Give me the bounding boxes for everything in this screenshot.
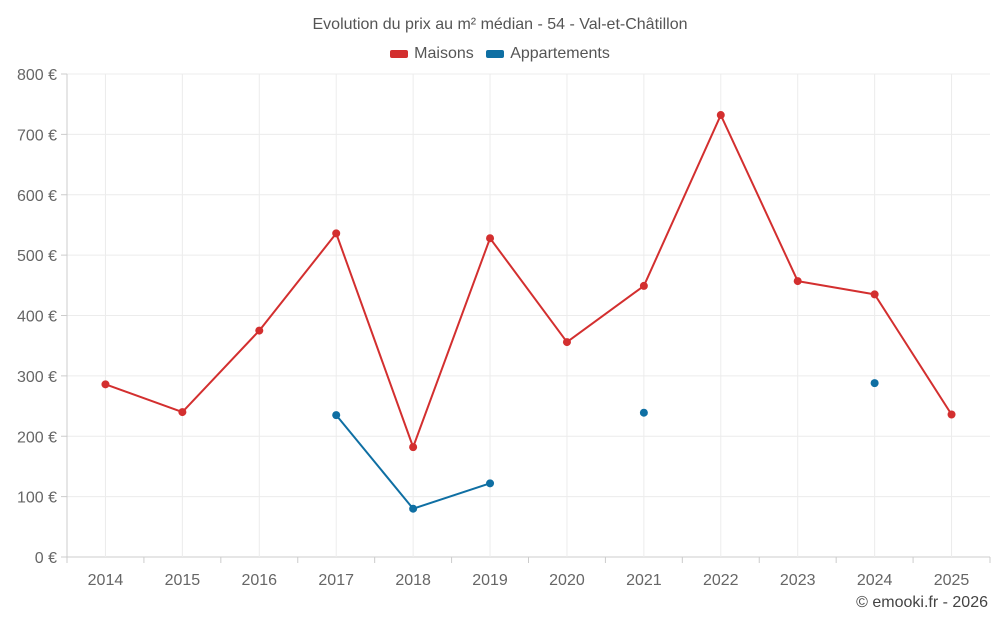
x-tick-label: 2024 bbox=[857, 572, 893, 589]
data-point-maisons bbox=[716, 111, 725, 120]
y-tick-label: 200 € bbox=[17, 429, 57, 446]
x-tick-label: 2018 bbox=[395, 572, 431, 589]
data-point-maisons bbox=[639, 281, 648, 290]
y-tick-label: 500 € bbox=[17, 248, 57, 265]
data-point-maisons bbox=[255, 326, 264, 335]
data-point-appartements bbox=[870, 379, 879, 388]
data-point-appartements bbox=[486, 479, 495, 488]
y-tick-label: 600 € bbox=[17, 188, 57, 205]
data-point-appartements bbox=[332, 411, 341, 420]
y-tick-label: 700 € bbox=[17, 127, 57, 144]
credit-text: © emooki.fr - 2026 bbox=[856, 594, 988, 611]
y-tick-label: 800 € bbox=[17, 67, 57, 84]
legend-label-appartements: Appartements bbox=[510, 45, 610, 62]
x-tick-label: 2019 bbox=[472, 572, 508, 589]
data-point-maisons bbox=[947, 410, 956, 419]
y-tick-label: 0 € bbox=[35, 550, 57, 567]
data-point-maisons bbox=[332, 229, 341, 238]
legend-swatch-maisons bbox=[390, 50, 409, 58]
x-tick-label: 2014 bbox=[88, 572, 124, 589]
legend-item-appartements[interactable]: Appartements bbox=[486, 45, 610, 63]
x-tick-label: 2022 bbox=[703, 572, 739, 589]
x-tick-label: 2023 bbox=[780, 572, 816, 589]
data-point-maisons bbox=[486, 234, 495, 243]
y-tick-label: 400 € bbox=[17, 309, 57, 326]
data-point-appartements bbox=[639, 408, 648, 417]
data-point-maisons bbox=[101, 380, 110, 389]
x-tick-label: 2015 bbox=[165, 572, 201, 589]
data-point-maisons bbox=[793, 277, 802, 286]
x-tick-label: 2017 bbox=[318, 572, 354, 589]
y-tick-label: 100 € bbox=[17, 490, 57, 507]
legend: Maisons Appartements bbox=[0, 45, 1000, 63]
data-point-maisons bbox=[178, 408, 187, 417]
legend-item-maisons[interactable]: Maisons bbox=[390, 45, 474, 63]
data-point-maisons bbox=[870, 290, 879, 299]
data-point-maisons bbox=[409, 443, 418, 452]
data-point-appartements bbox=[409, 504, 418, 513]
x-tick-label: 2016 bbox=[241, 572, 277, 589]
y-tick-label: 300 € bbox=[17, 369, 57, 386]
series-line-maisons bbox=[105, 114, 953, 449]
x-tick-label: 2021 bbox=[626, 572, 662, 589]
x-tick-label: 2020 bbox=[549, 572, 585, 589]
data-point-maisons bbox=[562, 338, 571, 347]
x-tick-label: 2025 bbox=[934, 572, 970, 589]
legend-label-maisons: Maisons bbox=[414, 45, 474, 62]
chart-title: Evolution du prix au m² médian - 54 - Va… bbox=[312, 16, 688, 33]
legend-swatch-appartements bbox=[486, 50, 505, 58]
